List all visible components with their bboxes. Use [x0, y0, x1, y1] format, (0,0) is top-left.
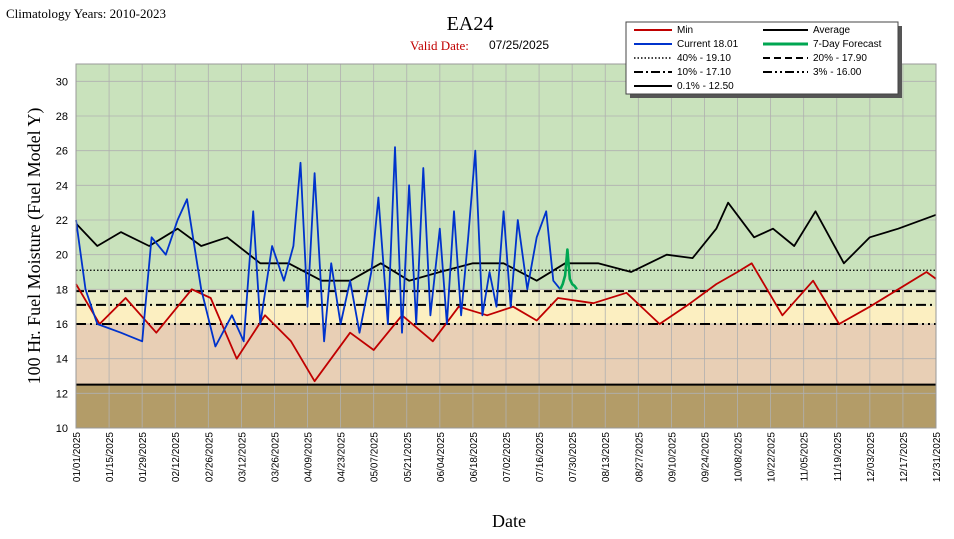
legend-p01: 0.1% - 12.50 — [677, 81, 734, 92]
x-tick-label: 11/19/2025 — [833, 432, 844, 482]
y-tick-label: 28 — [56, 111, 68, 123]
x-tick-label: 10/22/2025 — [767, 432, 778, 482]
x-tick-label: 03/12/2025 — [237, 432, 248, 482]
y-tick-label: 24 — [56, 180, 68, 192]
threshold-lines — [76, 269, 936, 386]
x-tick-label: 06/18/2025 — [469, 432, 480, 482]
y-tick-label: 10 — [56, 423, 68, 435]
legend-p3: 3% - 16.00 — [813, 67, 862, 78]
legend: Min Average Current 18.01 7-Day Forecast… — [625, 21, 902, 98]
valid-date-label: Valid Date: — [410, 38, 469, 53]
plot-frame — [75, 63, 937, 429]
chart-title: EA24 — [447, 13, 494, 35]
series-lines — [75, 146, 937, 383]
x-tick-label: 01/01/2025 — [72, 432, 83, 482]
x-tick-label: 01/15/2025 — [105, 432, 116, 482]
y-tick-label: 22 — [56, 215, 68, 227]
x-tick-label: 05/07/2025 — [370, 432, 381, 482]
climatology-years: Climatology Years: 2010-2023 — [6, 6, 166, 21]
x-tick-label: 02/26/2025 — [204, 432, 215, 482]
series-line-2 — [75, 146, 561, 348]
x-tick-label: 08/13/2025 — [601, 432, 612, 482]
x-tick-label: 02/12/2025 — [171, 432, 182, 482]
x-tick-label: 12/03/2025 — [866, 432, 877, 482]
x-tick-label: 08/27/2025 — [634, 432, 645, 482]
valid-date-value: 07/25/2025 — [489, 38, 549, 52]
x-tick-label: 01/29/2025 — [138, 432, 149, 482]
series-line-0 — [75, 262, 937, 383]
y-tick-label: 18 — [56, 284, 68, 296]
y-tick-label: 16 — [56, 319, 68, 331]
x-tick-label: 10/08/2025 — [734, 432, 745, 482]
x-tick-label: 07/16/2025 — [535, 432, 546, 482]
legend-p20: 20% - 17.90 — [813, 53, 867, 64]
x-tick-label: 04/09/2025 — [304, 432, 315, 482]
x-tick-label: 03/26/2025 — [271, 432, 282, 482]
y-tick-label: 26 — [56, 146, 68, 158]
legend-forecast: 7-Day Forecast — [813, 39, 882, 50]
legend-current: Current 18.01 — [677, 39, 739, 50]
legend-average: Average — [813, 25, 851, 36]
x-tick-labels: 01/01/2025 01/15/2025 01/29/2025 02/12/2025… — [72, 432, 943, 482]
y-tick-label: 30 — [56, 76, 68, 88]
y-axis-label: 100 Hr. Fuel Moisture (Fuel Model Y) — [24, 108, 45, 385]
x-tick-label: 07/30/2025 — [568, 432, 579, 482]
series-line-1 — [75, 201, 937, 282]
y-tick-labels: 10 12 14 16 18 20 22 24 26 28 30 — [56, 76, 68, 435]
legend-box — [625, 21, 899, 95]
x-tick-label: 09/24/2025 — [701, 432, 712, 482]
y-tick-label: 14 — [56, 354, 68, 366]
x-axis-label: Date — [492, 511, 526, 531]
legend-p40: 40% - 19.10 — [677, 53, 731, 64]
x-tick-label: 07/02/2025 — [502, 432, 513, 482]
y-tick-label: 20 — [56, 250, 68, 262]
x-tick-label: 12/17/2025 — [899, 432, 910, 482]
legend-p10: 10% - 17.10 — [677, 67, 731, 78]
x-tick-label: 06/04/2025 — [436, 432, 447, 482]
x-tick-label: 11/05/2025 — [800, 432, 811, 482]
y-tick-label: 12 — [56, 388, 68, 400]
x-tick-label: 05/21/2025 — [403, 432, 414, 482]
x-tick-label: 04/23/2025 — [337, 432, 348, 482]
x-tick-label: 12/31/2025 — [932, 432, 943, 482]
x-tick-label: 09/10/2025 — [667, 432, 678, 482]
series-line-3 — [559, 248, 578, 291]
legend-min: Min — [677, 25, 693, 36]
